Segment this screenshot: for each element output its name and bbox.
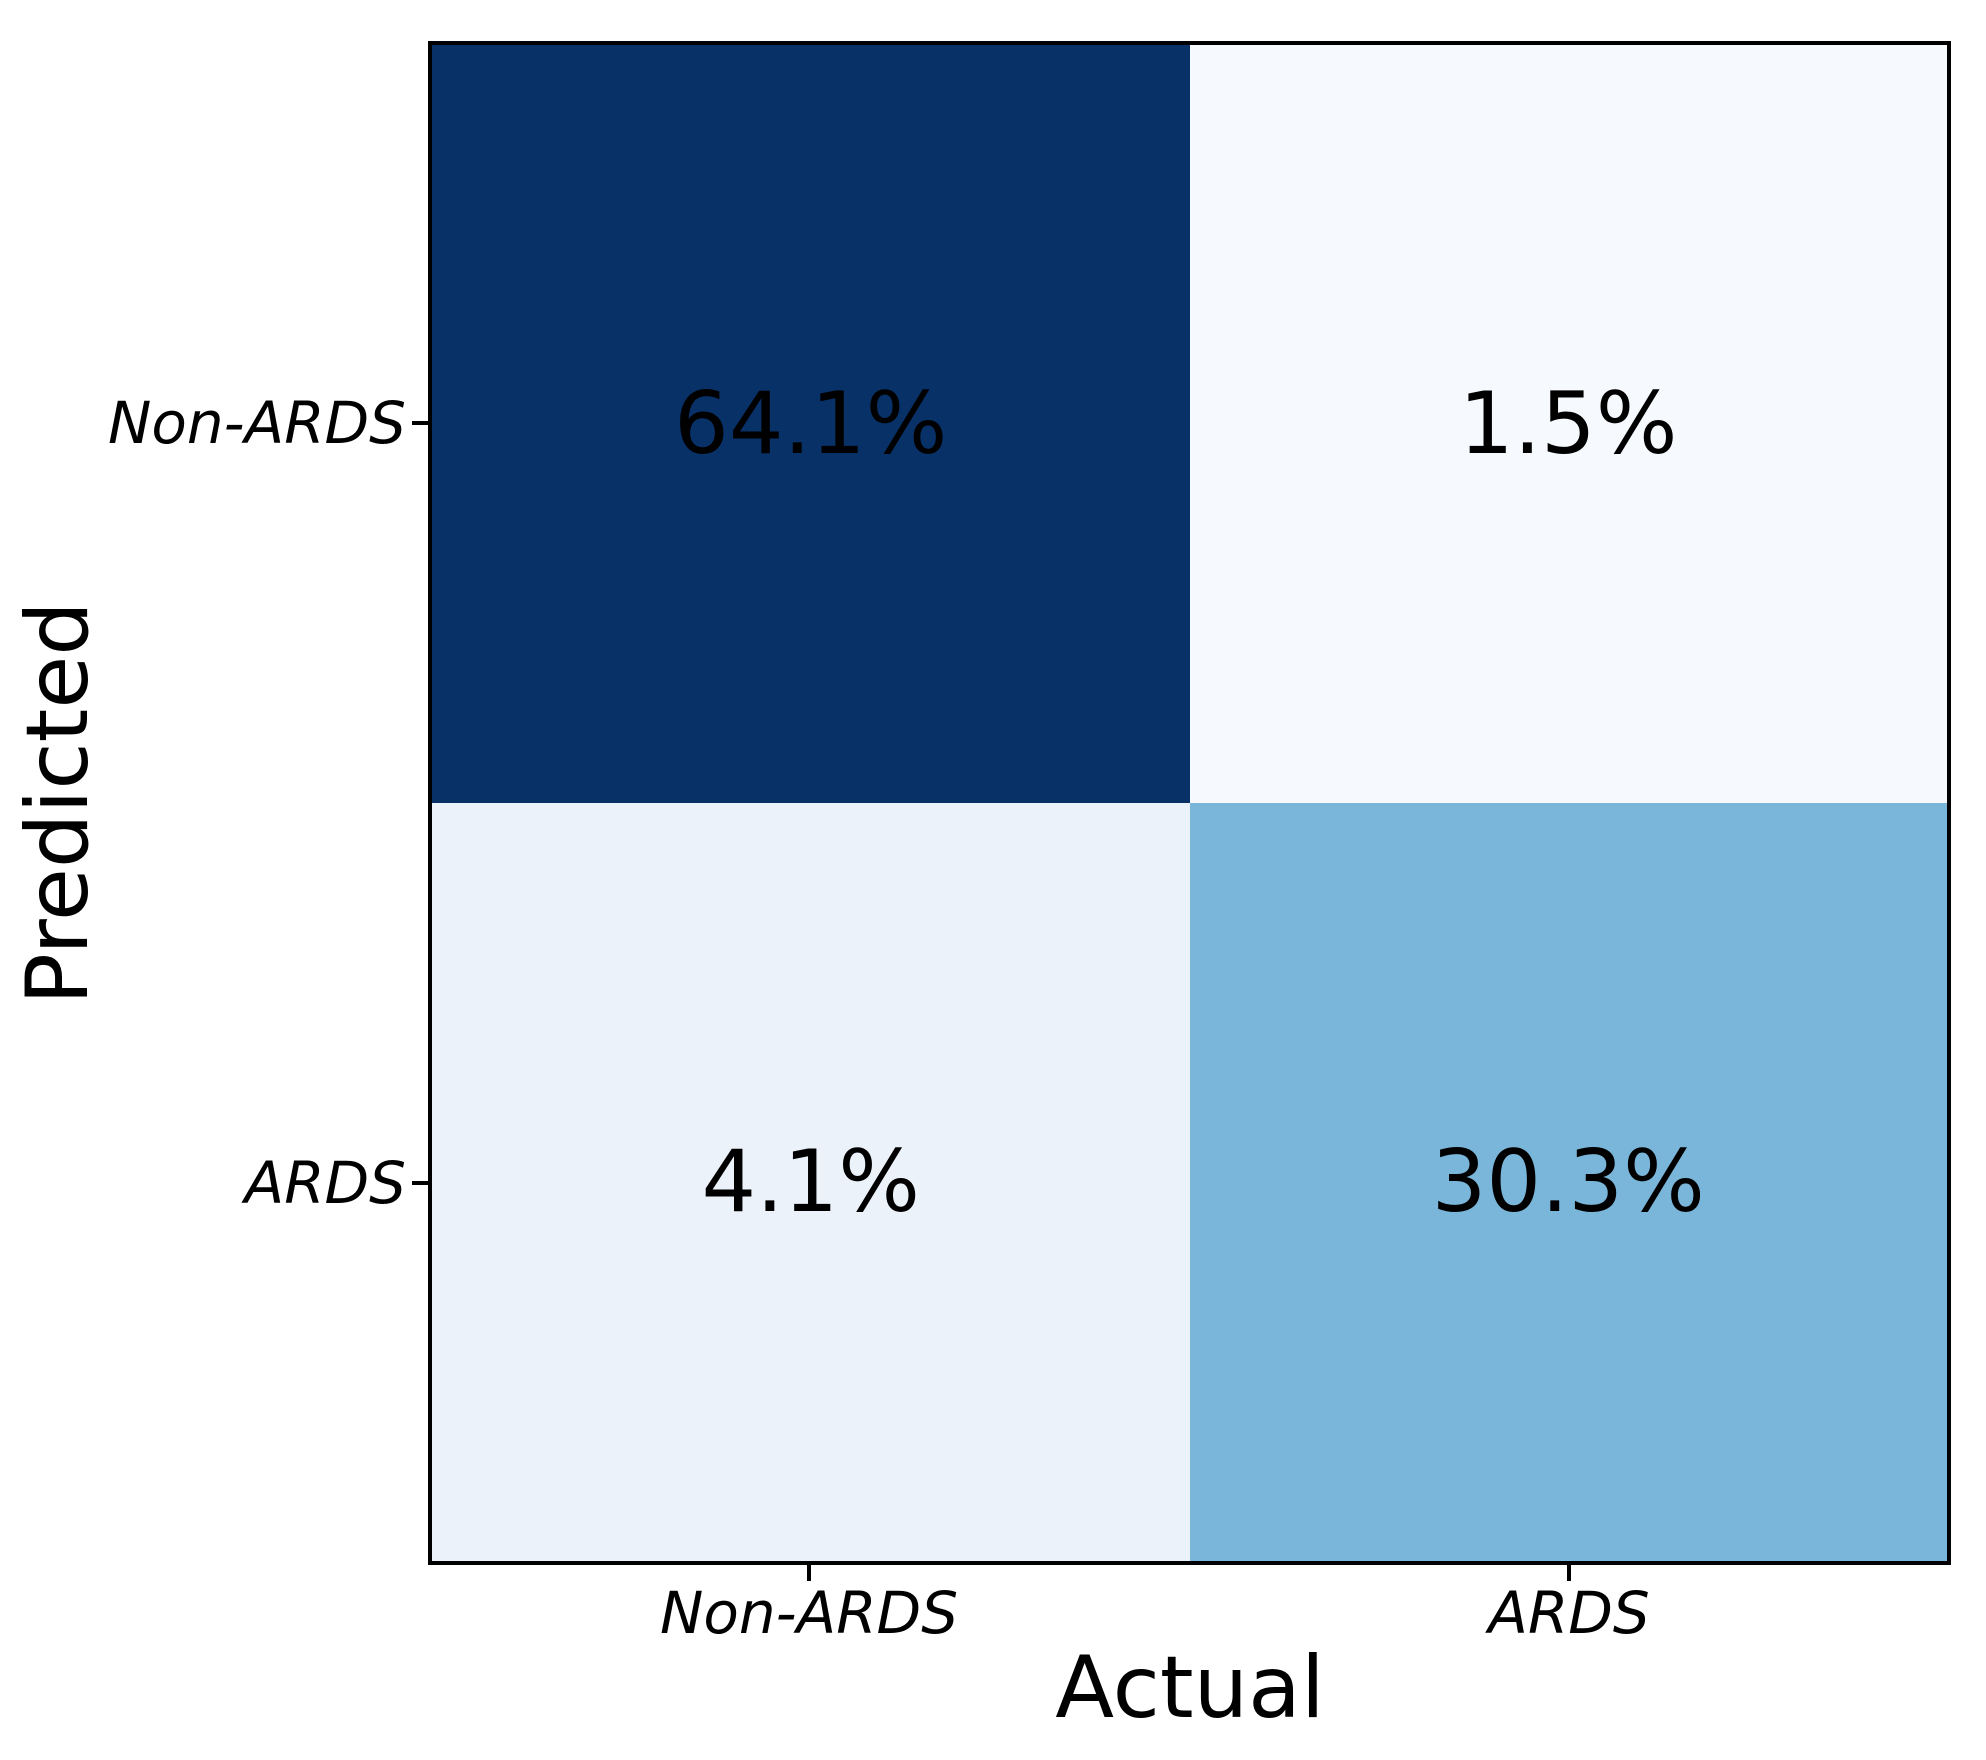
y-axis-title: Predicted xyxy=(8,601,108,1005)
y-tick-label-ards: ARDS xyxy=(244,1149,406,1217)
cell-pred-nonards-actual-nonards: 64.1% xyxy=(432,45,1190,803)
x-tick-mark-nonards xyxy=(807,1565,811,1581)
cell-pred-ards-actual-nonards: 4.1% xyxy=(432,803,1190,1561)
confusion-matrix-plot: 64.1% 1.5% 4.1% 30.3% xyxy=(428,41,1951,1565)
cell-pred-nonards-actual-ards: 1.5% xyxy=(1189,45,1947,803)
y-tick-mark-ards xyxy=(412,1181,428,1185)
x-tick-label-nonards: Non-ARDS xyxy=(659,1579,959,1647)
cell-value: 64.1% xyxy=(674,374,948,474)
x-tick-mark-ards xyxy=(1567,1565,1571,1581)
y-tick-label-nonards: Non-ARDS xyxy=(107,389,406,457)
cell-value: 1.5% xyxy=(1459,374,1678,474)
y-tick-mark-nonards xyxy=(412,421,428,425)
cell-value: 30.3% xyxy=(1431,1132,1705,1232)
x-axis-title: Actual xyxy=(1055,1638,1325,1738)
cell-value: 4.1% xyxy=(701,1132,921,1232)
x-tick-label-ards: ARDS xyxy=(1488,1579,1650,1647)
cell-pred-ards-actual-ards: 30.3% xyxy=(1189,803,1947,1561)
